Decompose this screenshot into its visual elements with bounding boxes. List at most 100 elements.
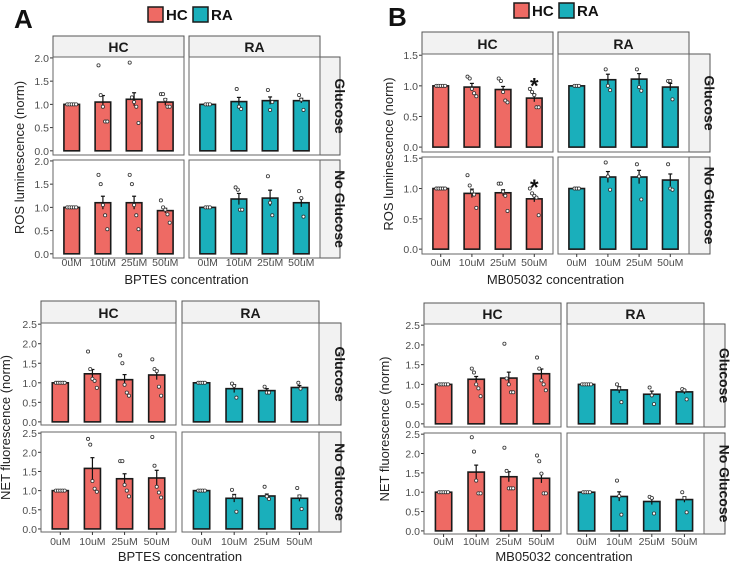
- y-tick-label: 1.0: [403, 81, 418, 93]
- data-point: [118, 353, 123, 358]
- data-point: [103, 213, 108, 218]
- bar: [642, 393, 661, 425]
- data-point: [535, 355, 540, 360]
- data-point: [159, 393, 164, 398]
- data-point: [165, 212, 170, 217]
- data-point: [62, 380, 67, 385]
- data-point: [88, 442, 93, 447]
- bar: [675, 498, 694, 532]
- bar: [290, 386, 309, 423]
- y-axis-title: NET fluorescence (norm): [377, 357, 392, 502]
- data-point: [587, 490, 592, 495]
- data-point: [536, 213, 541, 218]
- data-point: [267, 497, 272, 502]
- data-point: [86, 436, 91, 441]
- data-point: [265, 174, 270, 179]
- x-axis-title: MB05032 concentration: [487, 272, 624, 287]
- row-strip-label: No Glucose: [332, 170, 348, 248]
- legend-label-hc: HC: [532, 3, 554, 20]
- data-point: [576, 186, 581, 191]
- y-axis-title: ROS luminescence (norm): [12, 81, 27, 234]
- data-point: [682, 388, 687, 393]
- data-point: [163, 207, 168, 212]
- y-tick-label: 0.0: [403, 142, 418, 154]
- data-point: [232, 383, 237, 388]
- x-tick-label: 10uM: [226, 257, 252, 269]
- data-point: [608, 187, 613, 192]
- data-point: [98, 93, 103, 98]
- data-point: [527, 186, 532, 191]
- data-point: [150, 434, 155, 439]
- data-point: [532, 93, 537, 98]
- data-point: [637, 85, 642, 90]
- data-point: [267, 390, 272, 395]
- data-point: [634, 162, 639, 167]
- y-tick-label: 1.0: [405, 487, 420, 499]
- data-point: [156, 490, 161, 495]
- y-tick-label: 2.0: [405, 340, 420, 352]
- data-point: [619, 512, 624, 517]
- data-point: [161, 205, 166, 210]
- data-point: [152, 463, 157, 468]
- significance-marker: *: [530, 73, 539, 98]
- facet-panel-ra-glucose: [188, 56, 321, 156]
- x-axis-title: MB05032 concentration: [495, 549, 632, 564]
- x-tick-label: 50uM: [288, 257, 314, 269]
- column-strip-label: RA: [240, 305, 260, 321]
- data-point: [126, 494, 131, 499]
- data-point: [207, 205, 212, 210]
- significance-marker: *: [530, 175, 539, 200]
- data-point: [124, 488, 129, 493]
- bar: [292, 99, 310, 152]
- column-strip-label: RA: [613, 36, 633, 52]
- data-point: [96, 172, 101, 177]
- data-point: [202, 380, 207, 385]
- data-point: [652, 402, 657, 407]
- data-point: [264, 494, 269, 499]
- y-axis-title: NET fluorescence (norm): [0, 355, 13, 500]
- data-point: [88, 367, 93, 372]
- data-point: [502, 445, 507, 450]
- legend-swatch-ra: [192, 6, 209, 23]
- data-point: [498, 181, 503, 186]
- data-point: [268, 200, 273, 205]
- data-point: [443, 83, 448, 88]
- y-tick-label: 0.0: [22, 524, 37, 536]
- data-point: [474, 94, 479, 99]
- data-point: [105, 119, 110, 124]
- data-point: [236, 104, 241, 109]
- bar: [577, 491, 596, 532]
- facet-panel-hc-glucose: [40, 322, 177, 426]
- data-point: [122, 382, 127, 387]
- data-point: [301, 214, 306, 219]
- facet-panel-hc-glucose: *: [421, 53, 554, 153]
- row-strip-label: No Glucose: [332, 443, 348, 521]
- data-point: [498, 78, 503, 83]
- data-point: [129, 95, 134, 100]
- bar: [434, 491, 453, 532]
- data-point: [262, 384, 267, 389]
- data-point: [229, 381, 234, 386]
- x-tick-label: 0uM: [61, 257, 81, 269]
- bar: [230, 198, 248, 255]
- legend-label-ra: RA: [577, 3, 599, 20]
- data-point: [469, 86, 474, 91]
- data-point: [652, 511, 657, 516]
- bar: [499, 475, 518, 532]
- data-point: [268, 107, 273, 112]
- legend-label-ra: RA: [211, 7, 233, 24]
- data-point: [649, 496, 654, 501]
- data-point: [90, 479, 95, 484]
- data-point: [478, 394, 483, 399]
- x-tick-label: 0uM: [566, 257, 586, 269]
- data-point: [603, 67, 608, 72]
- bar: [577, 383, 596, 425]
- x-tick-label: 50uM: [671, 536, 697, 548]
- x-axis-title: BPTES concentration: [124, 272, 248, 287]
- x-tick-label: 50uM: [657, 257, 683, 269]
- x-tick-label: 0uM: [50, 536, 70, 548]
- data-point: [298, 386, 303, 391]
- data-point: [229, 487, 234, 492]
- data-point: [127, 60, 132, 65]
- facet-panel-hc-no-glucose: 0uM 10uM 25uM 50uM: [52, 159, 185, 269]
